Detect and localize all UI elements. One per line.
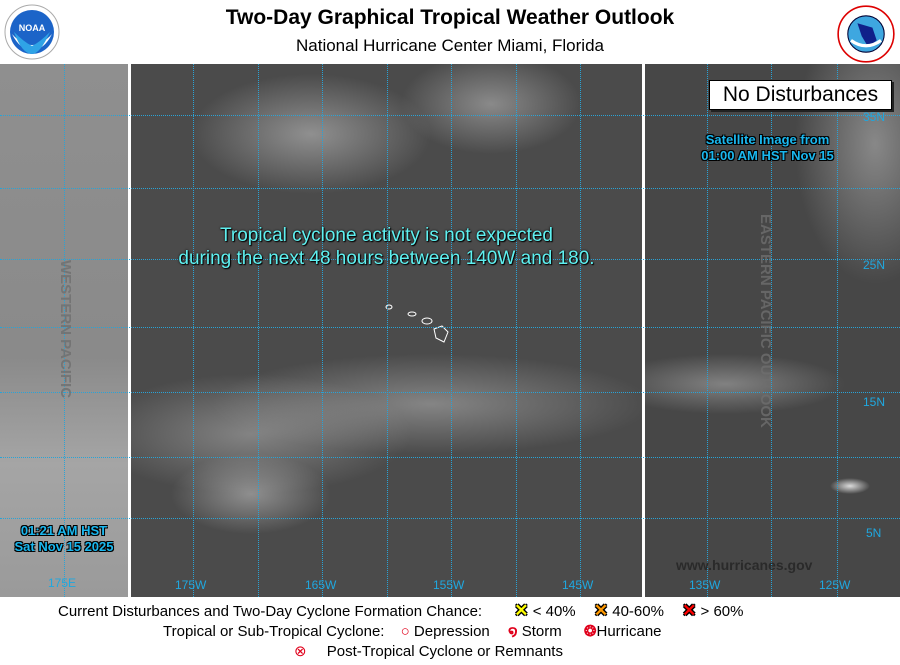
issue-time-line: Sat Nov 15 2025 bbox=[14, 539, 114, 554]
gridline-lat bbox=[0, 518, 900, 519]
gridline-lat bbox=[0, 259, 900, 260]
eastern-pacific-panel bbox=[645, 64, 900, 597]
lat-label: 25N bbox=[863, 258, 886, 272]
low-chance-label: < 40% bbox=[532, 603, 576, 620]
lat-label: 15N bbox=[863, 395, 886, 409]
hurricane-label: Hurricane bbox=[596, 623, 662, 640]
storm-label: Storm bbox=[521, 623, 562, 640]
hurricane-icon: ❂ bbox=[583, 623, 597, 640]
gridline-lat bbox=[0, 457, 900, 458]
satellite-time-line: 01:00 AM HST Nov 15 bbox=[701, 148, 834, 163]
lon-label: 125W bbox=[819, 578, 851, 592]
gridline-lat bbox=[0, 188, 900, 189]
cyclone-row: Tropical or Sub-Tropical Cyclone: ○ Depr… bbox=[163, 622, 662, 640]
post-tropical-label: Post-Tropical Cyclone or Remnants bbox=[326, 643, 563, 660]
central-pacific-panel bbox=[131, 64, 642, 597]
website-link[interactable]: www.hurricanes.gov bbox=[676, 557, 813, 573]
gridline-lat bbox=[0, 327, 900, 328]
gridline-lon bbox=[451, 64, 452, 597]
medium-chance-label: 40-60% bbox=[612, 603, 664, 620]
post-tropical-icon: ⊗ bbox=[294, 643, 307, 660]
western-pacific-watermark: WESTERN PACIFIC bbox=[57, 260, 74, 399]
formation-chance-row: Current Disturbances and Two-Day Cyclone… bbox=[58, 601, 743, 621]
satellite-time: Satellite Image from 01:00 AM HST Nov 15 bbox=[680, 132, 855, 164]
satellite-time-line: Satellite Image from bbox=[705, 132, 830, 147]
gridline-lon bbox=[193, 64, 194, 597]
high-chance-label: > 60% bbox=[700, 603, 744, 620]
gridline-lon bbox=[64, 64, 65, 597]
lon-label: 135W bbox=[689, 578, 721, 592]
lon-label: 175W bbox=[175, 578, 207, 592]
gridline-lon bbox=[580, 64, 581, 597]
depression-label: Depression bbox=[413, 623, 490, 640]
lon-label: 145W bbox=[562, 578, 594, 592]
satellite-map[interactable]: WESTERN PACIFIC EASTERN PACIFIC OUTLOOK … bbox=[0, 64, 900, 597]
lat-label: 35N bbox=[863, 110, 886, 124]
header: NOAA Two-Day Graphical Tropical Weather … bbox=[0, 0, 900, 64]
lon-label: 155W bbox=[433, 578, 465, 592]
noaa-logo: NOAA bbox=[4, 4, 60, 60]
gridline-lon bbox=[516, 64, 517, 597]
gridline-lat bbox=[0, 115, 900, 116]
cyclone-label: Tropical or Sub-Tropical Cyclone: bbox=[163, 623, 385, 640]
outlook-message-line: during the next 48 hours between 140W an… bbox=[178, 248, 595, 269]
gridline-lon bbox=[258, 64, 259, 597]
gridline-lon bbox=[837, 64, 838, 597]
medium-chance-x-icon: ✕ bbox=[593, 601, 609, 620]
post-tropical-row: ⊗ Post-Tropical Cyclone or Remnants bbox=[294, 642, 563, 660]
issue-time: 01:21 AM HST Sat Nov 15 2025 bbox=[0, 523, 128, 555]
high-chance-x-icon: ✕ bbox=[682, 601, 697, 620]
nws-logo bbox=[836, 4, 895, 63]
depression-icon: ○ bbox=[400, 623, 410, 640]
svg-text:NOAA: NOAA bbox=[19, 23, 46, 33]
hawaiian-islands bbox=[385, 304, 449, 343]
outlook-message-line: Tropical cyclone activity is not expecte… bbox=[219, 225, 553, 246]
lon-label: 165W bbox=[305, 578, 337, 592]
page-subtitle: National Hurricane Center Miami, Florida bbox=[295, 36, 604, 55]
gridline-lon bbox=[771, 64, 772, 597]
storm-icon: ໑ bbox=[507, 623, 518, 640]
status-box: No Disturbances bbox=[709, 80, 892, 110]
outlook-message: Tropical cyclone activity is not expecte… bbox=[131, 224, 642, 270]
page-title: Two-Day Graphical Tropical Weather Outlo… bbox=[225, 6, 675, 29]
gridline-lon bbox=[387, 64, 388, 597]
issue-time-line: 01:21 AM HST bbox=[20, 523, 108, 538]
gridline-lon bbox=[707, 64, 708, 597]
gridline-lon bbox=[322, 64, 323, 597]
gridline-lat bbox=[0, 392, 900, 393]
lat-label: 5N bbox=[866, 526, 882, 540]
formation-label: Current Disturbances and Two-Day Cyclone… bbox=[58, 603, 483, 620]
lon-label: 175E bbox=[48, 576, 77, 590]
eastern-pacific-watermark: EASTERN PACIFIC OUTLOOK bbox=[757, 214, 774, 428]
low-chance-x-icon: ✕ bbox=[514, 601, 529, 620]
